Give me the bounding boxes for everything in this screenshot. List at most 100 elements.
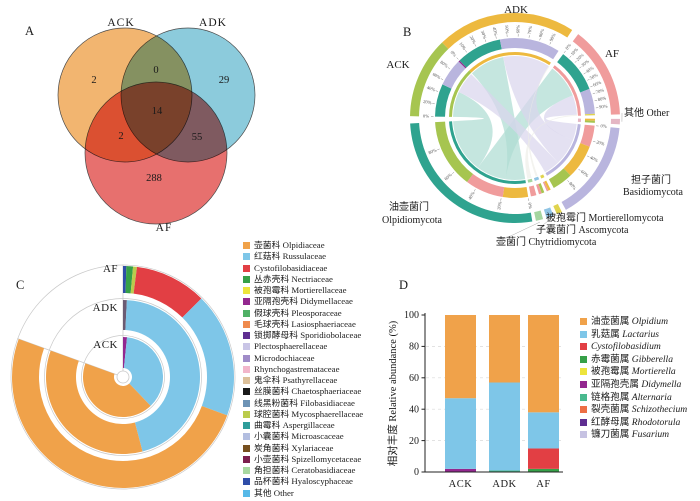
svg-text:40%: 40% [585, 65, 595, 74]
legend-label: 丝膜菌科 Chaetosphaeriaceae [254, 386, 362, 397]
legend-swatch [243, 275, 250, 283]
legend-label: 角担菌科 Ceratobasidiaceae [254, 465, 356, 475]
svg-text:80%: 80% [538, 28, 545, 38]
svg-text:70%: 70% [595, 87, 605, 94]
svg-text:50%: 50% [504, 25, 510, 34]
svg-text:子囊菌门 Ascomycota: 子囊菌门 Ascomycota [536, 223, 629, 236]
legend-label: Plectosphaerellaceae [254, 341, 328, 352]
svg-text:ADK: ADK [504, 4, 528, 16]
venn-set-label-ack: ACK [107, 17, 134, 29]
legend-item: 镰刀菌属 Fusarium [580, 429, 687, 442]
venn-count-ack-only: 2 [91, 75, 96, 86]
svg-text:50%: 50% [589, 72, 599, 80]
legend-item: 毛球壳科 Lasiosphaeriaceae [243, 319, 363, 330]
legend-item: 油壶菌属 Olpidium [580, 316, 687, 329]
legend-item: 丛赤壳科 Nectriaceae [243, 274, 363, 285]
svg-text:ADK: ADK [492, 479, 516, 490]
legend-item: 被孢霉科 Mortierellaceae [243, 285, 363, 296]
polar-ring-chart: AF ADK ACK [10, 263, 236, 490]
svg-text:ACK: ACK [386, 59, 409, 71]
legend-item: 品杯菌科 Hyaloscyphaceae [243, 476, 363, 487]
legend-label: 小囊菌科 Microascaceae [254, 431, 344, 442]
legend-swatch [243, 433, 250, 441]
svg-text:60%: 60% [592, 80, 602, 88]
legend-item: 其他 Other [243, 488, 363, 499]
svg-text:10%: 10% [458, 41, 467, 51]
svg-text:40%: 40% [589, 155, 599, 163]
legend-label: 丛赤壳科 Nectriaceae [254, 273, 333, 284]
legend-label: 假球壳科 Pleosporaceae [254, 307, 342, 318]
legend-item: Cystofilobasidiaceae [243, 263, 363, 274]
legend-swatch [243, 365, 250, 373]
legend-item: 亚隔孢壳科 Didymellaceae [243, 296, 363, 307]
legend-swatch [243, 399, 250, 407]
legend-swatch [580, 406, 587, 414]
legend-label: 球腔菌科 Mycosphaerellaceae [254, 408, 364, 419]
legend-item: 乳菇属 Lactarius [580, 329, 687, 342]
legend-item: 赤霉菌属 Gibberella [580, 354, 687, 367]
legend-swatch [243, 422, 250, 429]
svg-text:0%: 0% [450, 50, 458, 58]
legend-item: 假球壳科 Pleosporaceae [243, 308, 363, 319]
legend-swatch [243, 467, 250, 474]
svg-text:0%: 0% [564, 43, 572, 51]
panel-d-label: D [399, 278, 409, 292]
svg-text:0%: 0% [600, 123, 607, 129]
legend-item: 裂壳菌属 Schizothecium [580, 404, 687, 417]
legend-label: Cystofilobasidium [591, 341, 661, 353]
legend-swatch [580, 343, 587, 351]
legend-swatch [243, 253, 250, 261]
legend-label: 亚隔孢壳科 Didymellaceae [254, 296, 353, 307]
svg-text:20%: 20% [596, 139, 606, 146]
svg-text:90%: 90% [599, 104, 608, 110]
legend-label: 镰刀菌属 Fusarium [591, 429, 670, 441]
venn-diagram: ACK ADK AF 2 0 29 14 2 55 288 [57, 17, 256, 234]
svg-text:被孢霉门 Mortierellomycota: 被孢霉门 Mortierellomycota [546, 211, 664, 224]
legend-item: Cystofilobasidium [580, 341, 687, 354]
svg-text:80%: 80% [439, 60, 449, 69]
svg-text:10%: 10% [570, 47, 579, 57]
venn-count-af-only: 288 [146, 173, 162, 184]
legend-swatch [243, 410, 250, 418]
svg-text:80%: 80% [428, 147, 438, 155]
svg-text:0: 0 [414, 467, 419, 478]
svg-text:20%: 20% [496, 201, 502, 210]
legend-swatch [580, 393, 587, 401]
legend-item: 小壶菌科 Spizellomycetaceae [243, 454, 363, 465]
legend-swatch [580, 380, 587, 388]
venn-count-ack-adk: 0 [153, 65, 158, 76]
svg-text:20%: 20% [423, 99, 432, 105]
legend-label: 曲霉科 Aspergillaceae [254, 420, 335, 430]
legend-item: 炭角菌科 Xylariaceae [243, 443, 363, 454]
legend-label: 链格孢属 Alternaria [591, 391, 672, 403]
legend-item: 鬼伞科 Psathyrellaceae [243, 375, 363, 386]
legend-item: 壶菌科 Olpidiaceae [243, 240, 363, 251]
ring-segments [11, 266, 235, 489]
legend-label: 红酵母属 Rhodotorula [591, 416, 681, 428]
svg-text:30%: 30% [580, 59, 590, 68]
svg-text:0%: 0% [527, 202, 533, 209]
svg-text:Basidiomycota: Basidiomycota [623, 187, 684, 198]
legend-swatch [243, 332, 250, 339]
legend-item: 红菇科 Russulaceae [243, 251, 363, 262]
legend-label: 被孢霉科 Mortierellaceae [254, 285, 347, 295]
legend-item: 曲霉科 Aspergillaceae [243, 420, 363, 431]
ring-labels: AF ADK ACK [93, 263, 118, 351]
svg-text:70%: 70% [527, 26, 533, 35]
legend-item: 角担菌科 Ceratobasidiaceae [243, 465, 363, 476]
svg-text:40%: 40% [426, 85, 436, 93]
legend-item: 线黑粉菌科 Filobasidiaceae [243, 398, 363, 409]
svg-text:AF: AF [103, 263, 118, 275]
svg-text:40%: 40% [467, 191, 476, 201]
legend-label: 油壶菌属 Olpidium [591, 316, 669, 327]
legend-swatch [243, 298, 250, 306]
legend-swatch [243, 489, 250, 497]
panel-a-label: A [25, 24, 35, 38]
svg-text:0%: 0% [423, 113, 429, 118]
legend-label: 锁掷酵母科 Sporidiobolaceae [254, 330, 362, 340]
svg-text:担子菌门: 担子菌门 [631, 173, 671, 186]
legend-label: Cystofilobasidiaceae [254, 262, 328, 273]
svg-text:壶菌门 Chytridiomycota: 壶菌门 Chytridiomycota [496, 235, 597, 248]
legend-item: 小囊菌科 Microascaceae [243, 431, 363, 442]
